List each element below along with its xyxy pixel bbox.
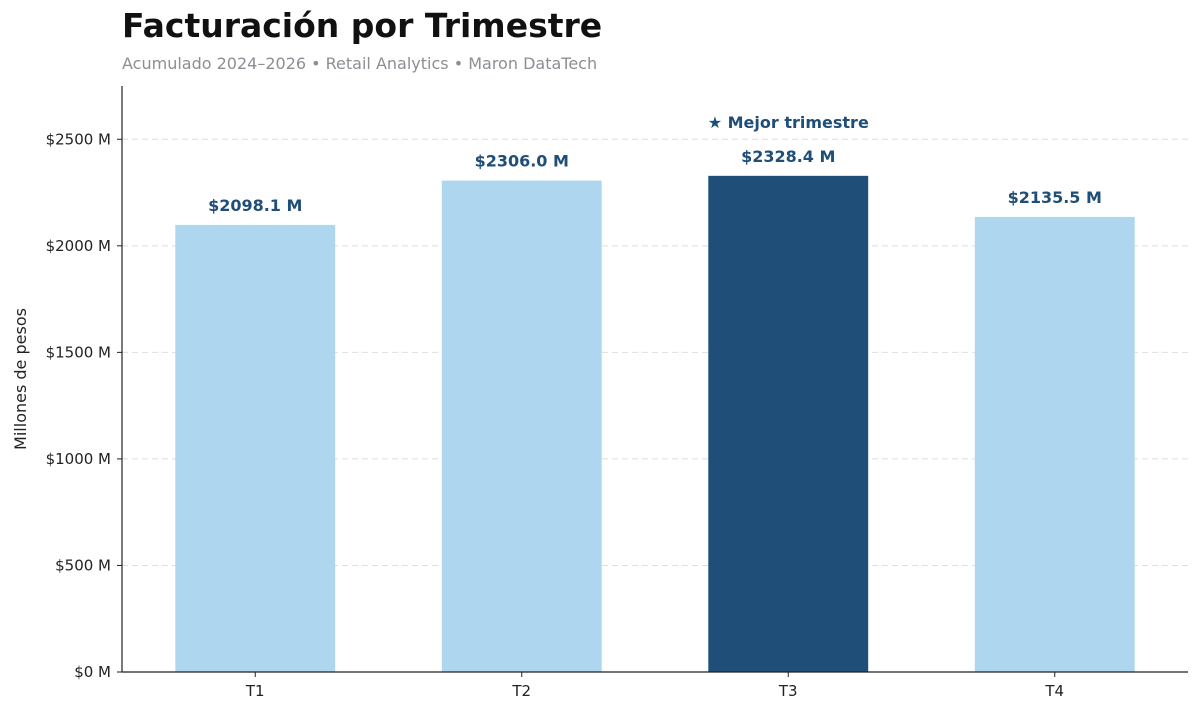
bar bbox=[175, 224, 336, 672]
y-tick-label: $0 M bbox=[74, 663, 111, 681]
bar-highlight bbox=[708, 175, 869, 673]
data-labels: $2098.1 M $2306.0 M $2328.4 M ★ Mejor trime… bbox=[208, 113, 1102, 215]
data-label: $2328.4 M bbox=[741, 147, 835, 166]
data-label: $2306.0 M bbox=[475, 152, 569, 171]
y-tick-label: $2500 M bbox=[46, 130, 111, 148]
axes: $0 M $500 M $1000 M $1500 M $2000 M $2500 M T1… bbox=[46, 86, 1188, 700]
bar bbox=[441, 180, 602, 672]
y-tick-label: $1500 M bbox=[46, 343, 111, 361]
x-tick-label: T4 bbox=[1044, 682, 1064, 700]
y-tick-label: $1000 M bbox=[46, 450, 111, 468]
best-quarter-annotation: ★ Mejor trimestre bbox=[708, 113, 869, 132]
bars bbox=[175, 175, 1135, 673]
data-label: $2135.5 M bbox=[1008, 188, 1102, 207]
x-tick-label: T3 bbox=[778, 682, 798, 700]
x-tick-label: T1 bbox=[245, 682, 265, 700]
grid-lines bbox=[122, 138, 1188, 566]
x-tick-label: T2 bbox=[511, 682, 531, 700]
y-axis-label: Millones de pesos bbox=[11, 308, 30, 450]
y-tick-label: $2000 M bbox=[46, 237, 111, 255]
chart-subtitle: Acumulado 2024–2026 • Retail Analytics •… bbox=[122, 54, 598, 73]
bar bbox=[974, 216, 1135, 672]
data-label: $2098.1 M bbox=[208, 196, 302, 215]
y-tick-label: $500 M bbox=[55, 556, 111, 574]
chart-title: Facturación por Trimestre bbox=[122, 6, 603, 45]
